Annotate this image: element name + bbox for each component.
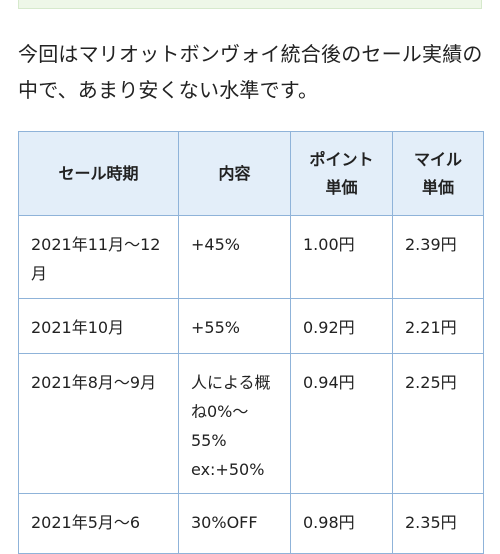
cell-sale-period: 2021年5月〜6 — [18, 493, 179, 554]
header-sale-period: セール時期 — [18, 131, 179, 216]
cell-point-price: 0.94円 — [290, 353, 393, 494]
cell-mile-price: 2.35円 — [392, 493, 484, 554]
sale-history-table: セール時期 内容 ポイント 単価 マイル 単価 2021年11月〜12月 +45… — [18, 131, 484, 554]
cell-mile-price: 2.39円 — [392, 215, 484, 299]
header-mile-price: マイル 単価 — [392, 131, 484, 216]
table-row: 2021年10月 +55% 0.92円 2.21円 — [18, 298, 484, 354]
cell-content: +55% — [178, 298, 291, 354]
cell-point-price: 1.00円 — [290, 215, 393, 299]
cell-point-price: 0.92円 — [290, 298, 393, 354]
table-header-row: セール時期 内容 ポイント 単価 マイル 単価 — [18, 131, 484, 216]
cell-mile-price: 2.21円 — [392, 298, 484, 354]
cell-content: 30%OFF — [178, 493, 291, 554]
cell-sale-period: 2021年8月〜9月 — [18, 353, 179, 494]
intro-paragraph: 今回はマリオットボンヴォイ統合後のセール実績の中で、あまり安くない水準です。 — [18, 42, 483, 102]
cell-content: 人による概ね0%〜55% ex:+50% — [178, 353, 291, 494]
cell-sale-period: 2021年11月〜12月 — [18, 215, 179, 299]
header-point-price: ポイント 単価 — [290, 131, 393, 216]
table-row: 2021年8月〜9月 人による概ね0%〜55% ex:+50% 0.94円 2.… — [18, 353, 484, 494]
cell-mile-price: 2.25円 — [392, 353, 484, 494]
cell-content: +45% — [178, 215, 291, 299]
cell-sale-period: 2021年10月 — [18, 298, 179, 354]
cell-point-price: 0.98円 — [290, 493, 393, 554]
previous-content-box — [18, 0, 482, 9]
table-row: 2021年5月〜6 30%OFF 0.98円 2.35円 — [18, 493, 484, 554]
table-row: 2021年11月〜12月 +45% 1.00円 2.39円 — [18, 215, 484, 299]
header-content: 内容 — [178, 131, 291, 216]
